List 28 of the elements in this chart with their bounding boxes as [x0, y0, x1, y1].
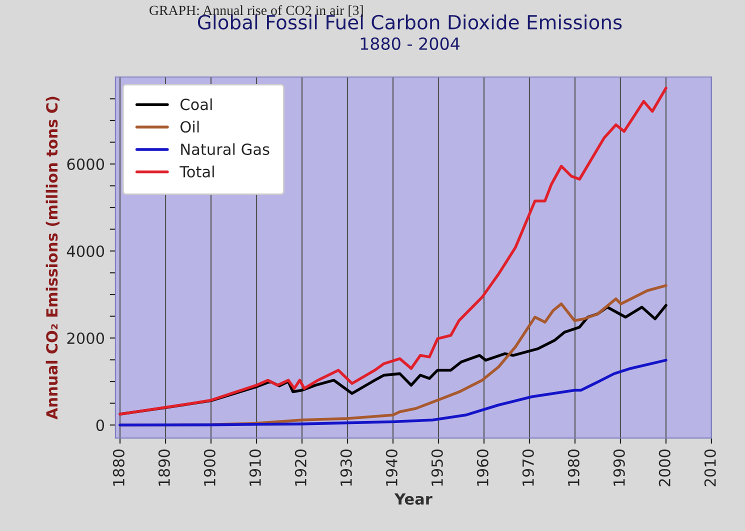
x-tick-label: 1950 — [431, 450, 443, 486]
legend-label: Oil — [180, 120, 199, 133]
y-tick-label: 2000 — [67, 332, 104, 344]
line-series — [118, 86, 668, 416]
x-tick-label: 1880 — [112, 450, 124, 486]
x-tick-label: 1940 — [386, 450, 398, 486]
legend-label: Total — [180, 166, 214, 178]
line-series — [118, 358, 668, 426]
x-tick-label: 1980 — [568, 450, 580, 486]
x-tick-label: 1970 — [522, 450, 534, 486]
y-tick-label: 4000 — [66, 245, 104, 258]
y-tick-label: 6000 — [67, 158, 104, 170]
chart-subtitle: 1880 - 2004 — [360, 37, 460, 50]
x-tick-label: 1930 — [340, 450, 352, 486]
legend-label: Coal — [180, 98, 212, 110]
x-tick-label: 2000 — [658, 450, 670, 486]
x-axis-title: Year — [394, 493, 432, 505]
x-tick-label: 1990 — [613, 450, 625, 486]
x-tick-label: 1910 — [249, 450, 261, 486]
x-tick-label: 1960 — [476, 450, 488, 486]
x-tick-label: 1900 — [204, 450, 216, 486]
x-tick-label: 2010 — [704, 450, 716, 486]
legend-label: Natural Gas — [181, 143, 270, 156]
x-tick-label: 1890 — [158, 450, 170, 486]
y-tick-label: 0 — [96, 419, 104, 432]
x-tick-label: 1920 — [294, 450, 306, 486]
chart-title: Global Fossil Fuel Carbon Dioxide Emissions — [198, 14, 622, 30]
y-axis-title: Annual CO₂ Emissions (million tons C) — [46, 96, 60, 420]
